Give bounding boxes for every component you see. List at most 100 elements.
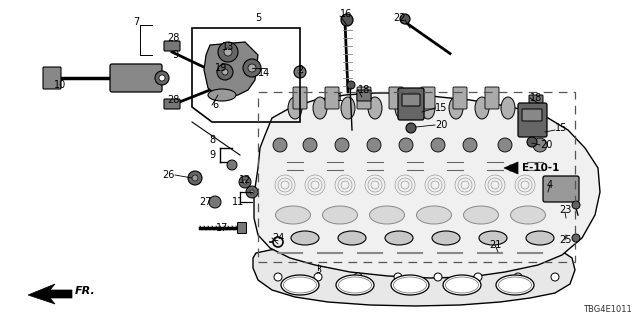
Circle shape <box>347 81 355 89</box>
Ellipse shape <box>511 206 545 224</box>
FancyBboxPatch shape <box>543 176 579 202</box>
Ellipse shape <box>368 97 382 119</box>
Circle shape <box>527 137 537 147</box>
Text: 7: 7 <box>133 17 139 27</box>
Polygon shape <box>254 93 600 278</box>
Circle shape <box>294 66 306 78</box>
Circle shape <box>399 138 413 152</box>
FancyBboxPatch shape <box>43 67 61 89</box>
Text: 28: 28 <box>167 33 179 43</box>
FancyBboxPatch shape <box>522 109 542 121</box>
FancyBboxPatch shape <box>357 90 371 101</box>
Text: 16: 16 <box>340 9 352 19</box>
Ellipse shape <box>421 97 435 119</box>
Circle shape <box>314 273 322 281</box>
Text: E-10-1: E-10-1 <box>522 163 559 173</box>
FancyBboxPatch shape <box>237 222 246 234</box>
Circle shape <box>303 138 317 152</box>
Text: 9: 9 <box>209 150 215 160</box>
FancyBboxPatch shape <box>398 88 424 120</box>
FancyBboxPatch shape <box>164 99 180 109</box>
Circle shape <box>335 138 349 152</box>
Text: TBG4E1011: TBG4E1011 <box>583 305 632 314</box>
Circle shape <box>341 14 353 26</box>
FancyBboxPatch shape <box>110 64 162 92</box>
Circle shape <box>514 273 522 281</box>
Text: 14: 14 <box>258 68 270 78</box>
Circle shape <box>572 201 580 209</box>
Circle shape <box>248 64 256 72</box>
Text: 12: 12 <box>239 175 251 185</box>
Text: 28: 28 <box>167 95 179 105</box>
Ellipse shape <box>208 89 236 101</box>
Circle shape <box>572 234 580 242</box>
Text: 24: 24 <box>272 233 284 243</box>
Ellipse shape <box>288 97 302 119</box>
Ellipse shape <box>281 275 319 295</box>
Circle shape <box>243 180 247 184</box>
Circle shape <box>155 71 169 85</box>
Circle shape <box>463 138 477 152</box>
Circle shape <box>551 273 559 281</box>
Circle shape <box>250 190 254 194</box>
Circle shape <box>431 138 445 152</box>
Circle shape <box>246 186 258 198</box>
Text: 8: 8 <box>209 135 215 145</box>
Ellipse shape <box>369 206 404 224</box>
Ellipse shape <box>526 231 554 245</box>
Ellipse shape <box>432 231 460 245</box>
Ellipse shape <box>479 231 507 245</box>
Circle shape <box>533 138 547 152</box>
FancyBboxPatch shape <box>453 87 467 109</box>
Text: 20: 20 <box>435 120 447 130</box>
Text: 18: 18 <box>358 85 371 95</box>
FancyBboxPatch shape <box>389 87 403 109</box>
FancyBboxPatch shape <box>485 87 499 109</box>
Ellipse shape <box>501 97 515 119</box>
Text: 20: 20 <box>540 140 552 150</box>
Text: 1: 1 <box>337 93 343 103</box>
Text: 26: 26 <box>163 170 175 180</box>
Text: 2: 2 <box>297 65 303 75</box>
Circle shape <box>394 273 402 281</box>
Text: FR.: FR. <box>75 286 96 296</box>
Circle shape <box>188 171 202 185</box>
FancyBboxPatch shape <box>325 87 339 109</box>
FancyBboxPatch shape <box>518 103 547 137</box>
Circle shape <box>227 160 237 170</box>
Ellipse shape <box>395 97 409 119</box>
Circle shape <box>192 175 198 181</box>
FancyBboxPatch shape <box>402 94 420 106</box>
Circle shape <box>434 273 442 281</box>
Text: 19: 19 <box>215 63 227 73</box>
Circle shape <box>273 138 287 152</box>
Text: 27: 27 <box>199 197 211 207</box>
Circle shape <box>243 59 261 77</box>
Ellipse shape <box>336 275 374 295</box>
Text: 9: 9 <box>172 50 178 60</box>
Polygon shape <box>504 162 518 174</box>
Circle shape <box>367 138 381 152</box>
Ellipse shape <box>341 97 355 119</box>
Circle shape <box>217 64 233 80</box>
Circle shape <box>209 196 221 208</box>
Circle shape <box>400 14 410 24</box>
Text: 17: 17 <box>216 223 228 233</box>
Ellipse shape <box>463 206 499 224</box>
Circle shape <box>159 75 165 81</box>
Text: 15: 15 <box>555 123 568 133</box>
Circle shape <box>354 273 362 281</box>
Circle shape <box>406 123 416 133</box>
Ellipse shape <box>338 231 366 245</box>
Text: 11: 11 <box>232 197 244 207</box>
Text: 22: 22 <box>394 13 406 23</box>
Ellipse shape <box>313 97 327 119</box>
Text: 13: 13 <box>222 42 234 52</box>
Circle shape <box>224 48 232 56</box>
Text: 3: 3 <box>315 265 321 275</box>
FancyBboxPatch shape <box>164 41 180 51</box>
Text: 18: 18 <box>530 93 542 103</box>
Circle shape <box>218 42 238 62</box>
Text: 21: 21 <box>489 240 501 250</box>
Ellipse shape <box>475 97 489 119</box>
